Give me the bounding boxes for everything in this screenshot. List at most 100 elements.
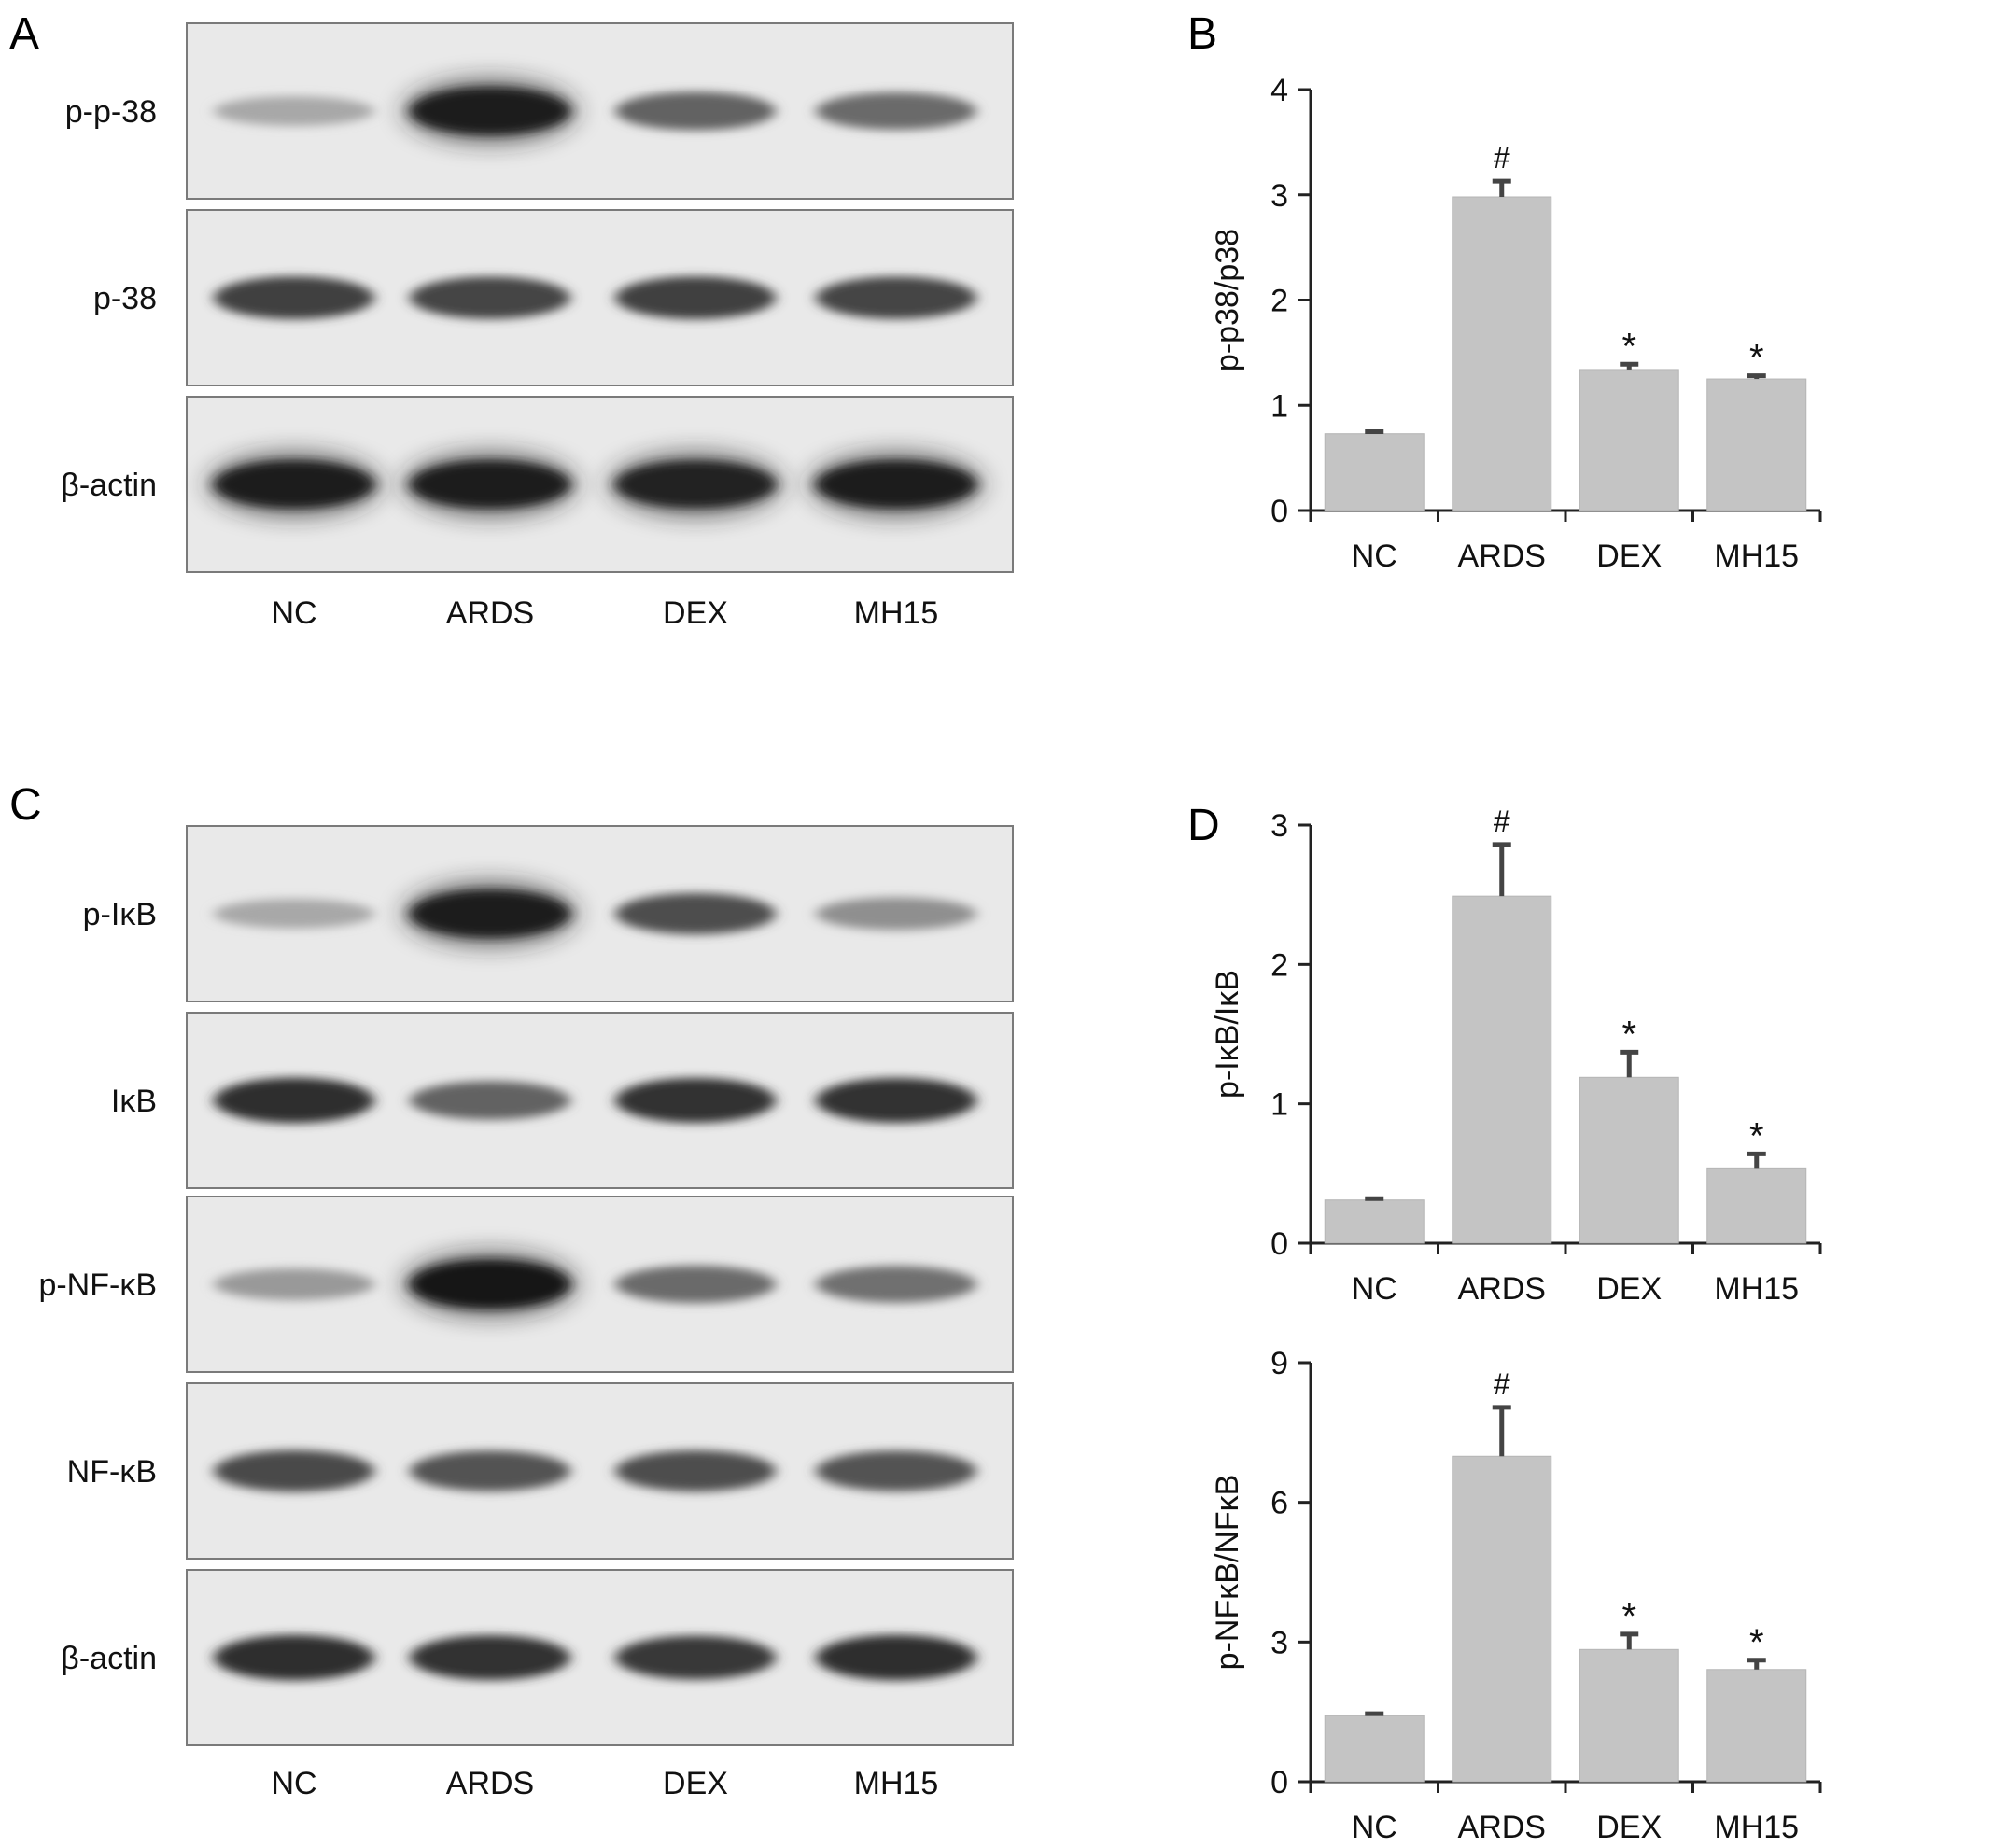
western-blot-panel-a: p-p-38 p-38 β-actin NC ARDS DEX MH15: [61, 22, 1014, 631]
blot-c-band: [816, 1077, 976, 1124]
blot-c-band: [615, 1449, 776, 1492]
blot-a-band: [410, 460, 570, 509]
chart-d-top-y-tick-label: 3: [1270, 808, 1288, 844]
blot-c-lane-label: ARDS: [446, 1766, 534, 1801]
chart-b-x-tick-label: MH15: [1714, 539, 1799, 574]
blot-a-lane-label: NC: [271, 595, 316, 631]
chart-d-bottom-y-tick-label: 0: [1270, 1765, 1288, 1800]
chart-d-bottom-y-tick-label: 3: [1270, 1625, 1288, 1660]
chart-d-top-bar: [1706, 1167, 1807, 1244]
chart-b-y-axis-label: p-p38/p38: [1210, 229, 1245, 371]
chart-b-bar: [1452, 196, 1552, 511]
blot-a-lane-label: DEX: [663, 595, 728, 631]
chart-b-significance-mark: #: [1494, 141, 1510, 175]
chart-b-y-tick-label: 4: [1270, 73, 1288, 108]
blot-c-band: [816, 1634, 976, 1681]
blot-a-band: [214, 96, 374, 126]
blot-c-band: [615, 892, 776, 935]
chart-b-bar: [1579, 369, 1679, 511]
blot-c-row-label: NF-κB: [67, 1454, 157, 1490]
chart-b-significance-mark: *: [1749, 338, 1764, 379]
chart-d-top-bar: [1324, 1199, 1425, 1244]
chart-b-x-tick-label: NC: [1352, 539, 1397, 574]
panel-letter-c: C: [9, 780, 42, 830]
chart-d-bottom-x-tick-label: DEX: [1596, 1810, 1662, 1845]
chart-d-top-x-tick-label: NC: [1352, 1271, 1397, 1307]
chart-d-bottom-y-tick-label: 9: [1270, 1346, 1288, 1381]
blot-c-band: [214, 1077, 374, 1124]
chart-d-top-bar: [1579, 1076, 1679, 1244]
blot-c-lane-label: MH15: [854, 1766, 939, 1801]
chart-d-bottom-bar: [1579, 1648, 1679, 1783]
blot-a-row-label: β-actin: [61, 468, 157, 503]
chart-d-top-x-tick-label: DEX: [1596, 1271, 1662, 1307]
chart-d-bottom-x-tick-label: MH15: [1714, 1810, 1799, 1845]
blot-c-band: [214, 1449, 374, 1492]
blot-c-band: [816, 1266, 976, 1303]
chart-b-y-tick-label: 2: [1270, 284, 1288, 319]
chart-d-bottom-bar: [1452, 1455, 1552, 1783]
chart-d-bottom-bar: [1706, 1669, 1807, 1783]
chart-d-bottom-y-axis-label: p-NFκB/NFκB: [1210, 1475, 1245, 1671]
chart-d-top-y-axis-label: p-IκB/IκB: [1210, 970, 1245, 1099]
panel-letter-d: D: [1187, 801, 1220, 850]
western-blot-panel-c: p-IκB IκB p-NF-κB NF-κB β-actin NC ARDS DEX MH15: [38, 825, 1014, 1801]
blot-a-row-label: p-38: [93, 281, 157, 316]
chart-b-y-tick-label: 3: [1270, 178, 1288, 214]
blot-c-band: [615, 1077, 776, 1124]
chart-d-bottom-x-tick-label: NC: [1352, 1810, 1397, 1845]
blot-c-band: [410, 1260, 570, 1309]
bar-chart-p-nfkb-ratio: 0 3 6 9 p-NFκB/NFκB NC # ARDS * DEX * MH15: [1210, 1346, 1822, 1845]
chart-d-top-significance-mark: *: [1621, 1014, 1636, 1055]
panel-letter-a: A: [9, 9, 39, 59]
blot-a-band: [615, 460, 776, 509]
chart-b-bar: [1324, 433, 1425, 511]
chart-b-x-tick-label: DEX: [1596, 539, 1662, 574]
blot-c-band: [214, 899, 374, 929]
chart-b-significance-mark: *: [1621, 326, 1636, 367]
chart-b-y-tick-label: 0: [1270, 494, 1288, 529]
blot-c-band: [410, 1634, 570, 1681]
blot-c-band: [214, 1268, 374, 1300]
blot-c-row-label: p-IκB: [83, 897, 157, 932]
chart-d-bottom-significance-mark: #: [1494, 1367, 1510, 1401]
chart-d-bottom-x-tick-label: ARDS: [1458, 1810, 1546, 1845]
blot-a-band: [615, 91, 776, 131]
blot-c-row-label: p-NF-κB: [38, 1267, 157, 1303]
chart-d-top-y-tick-label: 0: [1270, 1226, 1288, 1262]
chart-b-x-tick-label: ARDS: [1458, 539, 1546, 574]
blot-a-band: [410, 87, 570, 135]
chart-d-top-x-tick-label: MH15: [1714, 1271, 1799, 1307]
blot-a-band: [816, 276, 976, 319]
blot-a-lane-label: ARDS: [446, 595, 534, 631]
blot-c-lane-label: DEX: [663, 1766, 728, 1801]
chart-d-bottom-y-tick-label: 6: [1270, 1486, 1288, 1521]
blot-c-band: [615, 1265, 776, 1304]
chart-d-bottom-significance-mark: *: [1749, 1622, 1764, 1663]
blot-a-band: [214, 460, 374, 509]
blot-c-band: [410, 889, 570, 938]
chart-d-top-y-tick-label: 1: [1270, 1087, 1288, 1123]
chart-d-top-bar: [1452, 895, 1552, 1244]
blot-a-lane-label: MH15: [854, 595, 939, 631]
blot-c-band: [214, 1634, 374, 1681]
blot-a-band: [615, 276, 776, 319]
blot-c-band: [816, 1450, 976, 1491]
chart-b-bar: [1706, 378, 1807, 511]
chart-d-top-significance-mark: *: [1749, 1115, 1764, 1156]
blot-c-band: [410, 1450, 570, 1491]
blot-c-lane-label: NC: [271, 1766, 316, 1801]
chart-b-y-tick-label: 1: [1270, 388, 1288, 424]
blot-a-band: [214, 276, 374, 319]
chart-d-bottom-significance-mark: *: [1621, 1596, 1636, 1637]
blot-a-row-label: p-p-38: [65, 94, 157, 130]
blot-c-row-label: β-actin: [61, 1641, 157, 1676]
bar-chart-p-ikb-ratio: 0 1 2 3 p-IκB/IκB NC # ARDS * DEX * MH15: [1210, 805, 1822, 1307]
chart-d-top-y-tick-label: 2: [1270, 947, 1288, 983]
blot-c-band: [615, 1635, 776, 1680]
blot-c-band: [816, 897, 976, 931]
chart-d-bottom-bar: [1324, 1715, 1425, 1783]
chart-d-top-significance-mark: #: [1494, 805, 1510, 838]
blot-a-band: [410, 276, 570, 319]
